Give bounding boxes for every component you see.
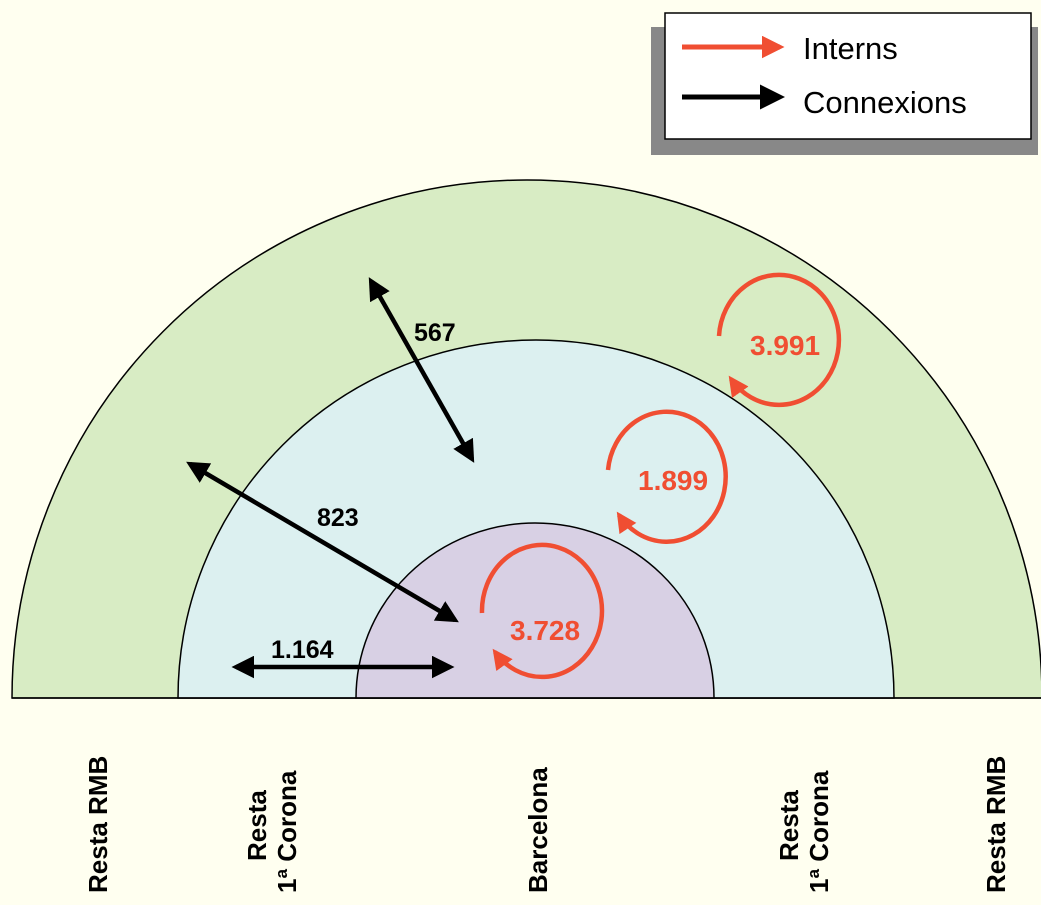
intern-value-corona: 1.899 — [638, 465, 708, 496]
connexion-arrow-rmb-barcelona — [186, 461, 459, 623]
connexion-value-rmb-core: 567 — [414, 319, 456, 347]
legend-connexions-label: Connexions — [803, 85, 967, 120]
intern-loop-barcelona-icon — [479, 542, 605, 680]
legend-interns-label: Interns — [803, 31, 898, 66]
legend-box — [664, 12, 1032, 140]
zone-label-left-corona-line2: 1ª Corona — [272, 770, 302, 893]
intern-loop-corona-icon — [605, 409, 728, 544]
intern-value-barcelona: 3.728 — [510, 615, 580, 646]
zone-label-left-corona: Resta 1ª Corona — [242, 770, 302, 893]
intern-value-rmb: 3.991 — [750, 330, 820, 361]
zone-label-left-rmb: Resta RMB — [83, 756, 113, 893]
connexion-value-rmb-barcelona: 823 — [317, 504, 359, 532]
intern-loop-rmb-icon — [716, 272, 842, 408]
connexion-arrow-rmb-core — [368, 277, 475, 463]
legend: Interns Connexions — [651, 12, 1038, 155]
zone-label-barcelona: Barcelona — [523, 767, 553, 893]
zone-label-right-corona: Resta 1ª Corona — [774, 770, 834, 893]
zone-label-right-rmb: Resta RMB — [981, 756, 1011, 893]
connexion-value-corona-barcelona: 1.164 — [271, 636, 334, 664]
zone-label-right-corona-line1: Resta — [774, 790, 804, 861]
zone-label-left-corona-line1: Resta — [242, 790, 272, 861]
zone-label-right-corona-line2: 1ª Corona — [804, 770, 834, 893]
